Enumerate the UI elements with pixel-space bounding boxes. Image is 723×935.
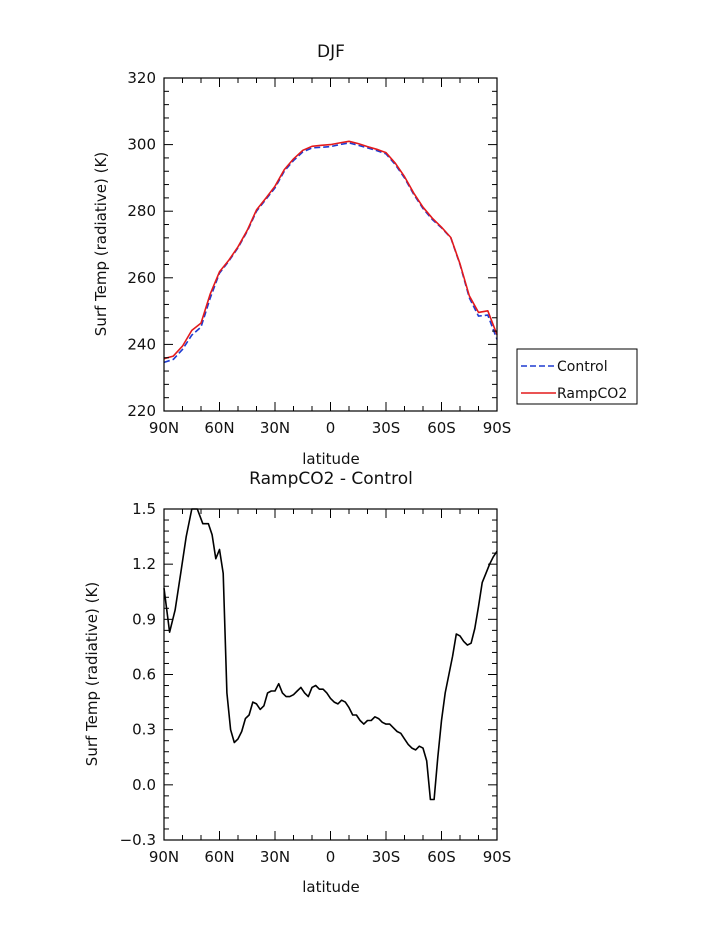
control-series-line [163,142,498,364]
series-group [163,140,498,364]
x-axis-label: latitude [302,878,360,896]
x-tick-label: 30S [372,419,401,437]
rampco2-series-line [163,140,498,360]
legend-box [516,348,638,405]
y-tick-label: 300 [127,136,156,154]
x-tick-label: 0 [326,848,336,866]
difference-panel: RampCO2 - Control 90N 60N 30N 0 30S 60S 90S −0.… [83,469,511,896]
x-tick-label: 30S [372,848,401,866]
djf-panel: DJF 90N 60N 30N 0 30S 60S 90S 220 240 260 280 300 32… [92,42,638,468]
x-tick-label: 90N [149,848,179,866]
y-axis-label: Surf Temp (radiative) (K) [83,582,101,766]
legend-label-rampco2: RampCO2 [557,386,627,402]
legend: Control RampCO2 [516,348,638,405]
y-tick-label: −0.3 [120,831,156,849]
x-tick-label: 30N [260,848,290,866]
legend-label-control: Control [557,359,608,375]
x-tick-label: 60N [204,419,234,437]
axis-ticks: 90N 60N 30N 0 30S 60S 90S −0.3 0.0 0.3 0.6 0.9 1.2 1.… [120,500,512,866]
difference-series-line [163,508,498,801]
y-tick-label: 0.3 [132,721,156,739]
y-tick-label: 0.9 [132,610,156,628]
y-tick-label: 240 [127,335,156,353]
x-tick-label: 90S [483,848,512,866]
y-tick-label: 220 [127,402,156,420]
x-tick-label: 90S [483,419,512,437]
y-tick-label: 1.5 [132,500,156,518]
axis-ticks: 90N 60N 30N 0 30S 60S 90S 220 240 260 280 300 320 [127,69,511,437]
y-axis-label: Surf Temp (radiative) (K) [92,152,110,336]
series-group [163,508,498,801]
y-tick-label: 0.6 [132,666,156,684]
x-tick-label: 60N [204,848,234,866]
x-tick-label: 0 [326,419,336,437]
y-tick-label: 1.2 [132,555,156,573]
x-tick-label: 60S [427,848,456,866]
chart-title: RampCO2 - Control [249,469,413,489]
y-tick-label: 320 [127,69,156,87]
x-axis-label: latitude [302,450,360,468]
x-tick-label: 30N [260,419,290,437]
chart-title: DJF [317,42,345,62]
x-tick-label: 60S [427,419,456,437]
y-tick-label: 280 [127,202,156,220]
y-tick-label: 260 [127,269,156,287]
plot-frame [163,508,498,841]
plot-frame [163,77,498,412]
x-tick-label: 90N [149,419,179,437]
y-tick-label: 0.0 [132,776,156,794]
